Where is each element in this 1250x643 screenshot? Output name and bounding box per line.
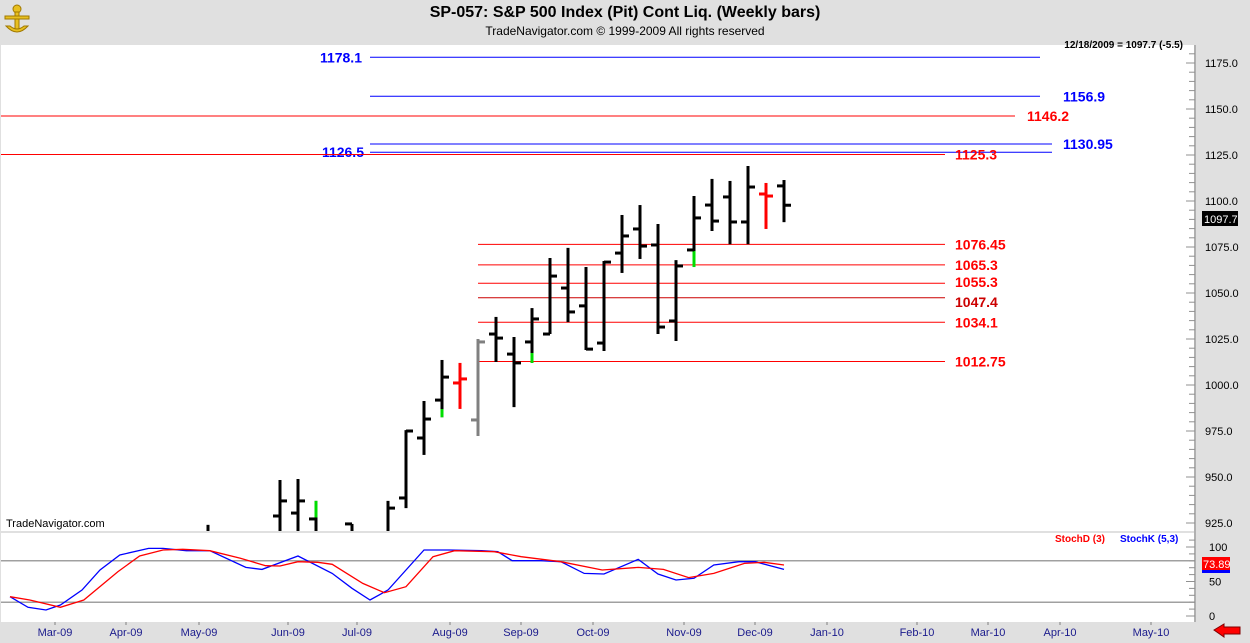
price-bar[interactable]	[597, 260, 611, 351]
price-bar[interactable]	[543, 258, 557, 336]
stochd-value-label: 73.89	[1203, 559, 1231, 571]
level-label: 1156.9	[1063, 88, 1105, 104]
last-date-readout: 12/18/2009 = 1097.7 (-5.5)	[1064, 40, 1183, 51]
y-tick-label: 1075.0	[1205, 242, 1239, 254]
x-tick-label: Mar-10	[971, 627, 1006, 639]
y-tick-label: 1125.0	[1205, 150, 1238, 162]
price-bar[interactable]	[273, 479, 287, 569]
price-bar[interactable]	[345, 522, 359, 569]
price-bar[interactable]	[525, 308, 539, 363]
stochk-value-box	[1202, 569, 1230, 573]
y-tick-label: 1175.0	[1205, 58, 1238, 70]
level-label: 1178.1	[320, 49, 362, 65]
price-bar[interactable]	[759, 182, 773, 229]
x-tick-label: Apr-09	[109, 627, 142, 639]
x-tick-label: Apr-10	[1043, 627, 1076, 639]
x-tick-label: May-10	[1133, 627, 1170, 639]
x-tick-label: Dec-09	[737, 627, 772, 639]
level-label: 1130.95	[1063, 136, 1113, 152]
price-bar[interactable]	[453, 362, 467, 409]
level-label: 1034.1	[955, 314, 998, 330]
x-tick-label: Jun-09	[271, 627, 305, 639]
price-bar[interactable]	[309, 500, 323, 569]
price-bar[interactable]	[579, 267, 593, 351]
level-label: 1125.3	[955, 146, 997, 162]
y-tick-label: 1050.0	[1205, 288, 1239, 300]
copyright-subtitle: TradeNavigator.com © 1999-2009 All right…	[485, 24, 765, 38]
price-bar[interactable]	[633, 205, 647, 259]
tradenavigator-logo-icon	[2, 2, 32, 41]
chart-title: SP-057: S&P 500 Index (Pit) Cont Liq. (W…	[429, 4, 821, 21]
stoch-y-tick-label: 100	[1209, 542, 1227, 554]
stochk-legend: StochK (5,3)	[1120, 534, 1178, 545]
x-tick-label: Sep-09	[503, 627, 538, 639]
stoch-y-tick-label: 0	[1209, 611, 1215, 623]
y-tick-label: 925.0	[1205, 518, 1233, 530]
x-tick-label: May-09	[181, 627, 218, 639]
stochk-line[interactable]	[9, 547, 785, 611]
y-tick-label: 1025.0	[1205, 334, 1239, 346]
stochd-value-box	[1202, 557, 1230, 570]
stoch-y-tick-label: 50	[1209, 577, 1221, 589]
price-bar[interactable]	[615, 214, 629, 273]
level-label: 1055.3	[955, 274, 998, 290]
x-tick-label: Feb-10	[900, 627, 935, 639]
stochd-line[interactable]	[9, 548, 785, 608]
price-bar[interactable]	[471, 339, 485, 436]
level-label: 1012.75	[955, 354, 1006, 370]
y-tick-label: 1000.0	[1205, 380, 1239, 392]
x-tick-label: Oct-09	[576, 627, 609, 639]
price-bar[interactable]	[705, 178, 719, 231]
price-bar[interactable]	[489, 316, 503, 362]
price-bar[interactable]	[777, 180, 791, 223]
x-tick-label: Aug-09	[432, 627, 467, 639]
price-bar[interactable]	[651, 224, 665, 335]
price-bar[interactable]	[669, 260, 683, 342]
level-label: 1126.5	[322, 144, 364, 160]
watermark-text: TradeNavigator.com	[6, 518, 105, 530]
level-label: 1146.2	[1027, 108, 1069, 124]
price-bar[interactable]	[417, 401, 431, 455]
price-bar[interactable]	[723, 180, 737, 245]
y-tick-label: 950.0	[1205, 472, 1233, 484]
price-bar[interactable]	[291, 479, 305, 569]
level-label: 1076.45	[955, 236, 1006, 252]
level-label: 1065.3	[955, 257, 998, 273]
price-bar[interactable]	[435, 359, 449, 418]
x-tick-label: Mar-09	[38, 627, 73, 639]
y-tick-label: 975.0	[1205, 426, 1233, 438]
x-tick-label: Nov-09	[666, 627, 701, 639]
last-price-label: 1097.7	[1204, 214, 1238, 226]
price-bar[interactable]	[741, 166, 755, 245]
price-bar[interactable]	[381, 500, 395, 569]
stochastic-panel[interactable]	[1, 533, 1195, 622]
y-tick-label: 1100.0	[1205, 196, 1238, 208]
stochd-legend: StochD (3)	[1055, 534, 1105, 545]
y-tick-label: 1150.0	[1205, 104, 1238, 116]
level-label: 1047.4	[955, 294, 998, 310]
last-price-box	[1202, 211, 1238, 226]
price-bar[interactable]	[507, 336, 521, 408]
price-bar[interactable]	[687, 196, 701, 268]
x-tick-label: Jan-10	[810, 627, 844, 639]
price-bar[interactable]	[561, 247, 575, 323]
scroll-left-arrow-icon[interactable]	[1213, 623, 1241, 638]
price-panel[interactable]	[1, 45, 1195, 531]
price-bar[interactable]	[399, 429, 413, 509]
x-tick-label: Jul-09	[342, 627, 372, 639]
